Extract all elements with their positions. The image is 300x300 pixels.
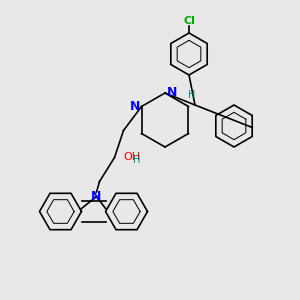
Text: H: H xyxy=(133,155,140,165)
Text: H: H xyxy=(188,91,196,100)
Text: N: N xyxy=(130,100,140,113)
Text: N: N xyxy=(167,86,177,100)
Text: Cl: Cl xyxy=(183,16,195,26)
Text: N: N xyxy=(91,190,102,203)
Text: OH: OH xyxy=(124,152,141,163)
